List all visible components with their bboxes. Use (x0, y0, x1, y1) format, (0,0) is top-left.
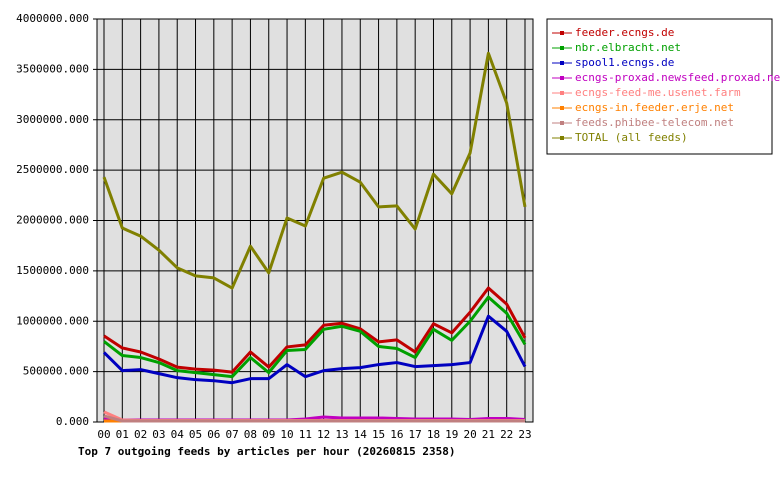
x-tick-label: 16 (390, 428, 403, 441)
x-tick-label: 07 (226, 428, 239, 441)
y-tick-label: 3500000.000 (16, 62, 89, 75)
legend-marker (560, 61, 564, 65)
legend-label: TOTAL (all feeds) (575, 131, 688, 144)
legend-label: nbr.elbracht.net (575, 41, 681, 54)
x-tick-label: 21 (482, 428, 495, 441)
legend-marker (560, 76, 564, 80)
x-tick-label: 18 (427, 428, 440, 441)
legend-marker (560, 46, 564, 50)
x-tick-label: 11 (299, 428, 312, 441)
x-tick-label: 02 (134, 428, 147, 441)
x-tick-label: 15 (372, 428, 385, 441)
legend-label: feeds.phibee-telecom.net (575, 116, 734, 129)
x-tick-label: 06 (207, 428, 220, 441)
series-line (102, 314, 527, 385)
legend-label: feeder.ecngs.de (575, 26, 674, 39)
y-tick-label: 1500000.000 (16, 264, 89, 277)
series-line (103, 295, 527, 379)
legend-marker (560, 91, 564, 95)
series-line (103, 414, 525, 423)
x-tick-label: 22 (500, 428, 513, 441)
y-tick-label: 2000000.000 (16, 214, 89, 227)
x-tick-label: 00 (97, 428, 110, 441)
y-tick-label: 3000000.000 (16, 113, 89, 126)
x-tick-label: 20 (463, 428, 476, 441)
x-tick-label: 14 (354, 428, 368, 441)
x-tick-label: 01 (116, 428, 129, 441)
x-tick-label: 03 (152, 428, 165, 441)
x-tick-label: 04 (171, 428, 185, 441)
legend-marker (560, 106, 564, 110)
y-tick-label: 500000.000 (23, 365, 89, 378)
x-tick-label: 09 (262, 428, 275, 441)
legend-marker (560, 121, 564, 125)
series-line (102, 51, 527, 290)
legend-box (546, 18, 773, 155)
y-tick-label: 4000000.000 (16, 12, 89, 25)
x-tick-label: 19 (445, 428, 458, 441)
legend-label: ecngs-feed-me.usenet.farm (575, 86, 741, 99)
legend-label: ecngs-in.feeder.erje.net (575, 101, 734, 114)
chart-title: Top 7 outgoing feeds by articles per hou… (78, 445, 456, 458)
legend-label: ecngs-proxad.newsfeed.proxad.net (575, 71, 780, 84)
x-tick-label: 08 (244, 428, 257, 441)
x-tick-label: 17 (409, 428, 422, 441)
x-tick-label: 13 (335, 428, 348, 441)
series-line (103, 286, 527, 374)
legend-marker (560, 31, 564, 35)
legend-label: spool1.ecngs.de (575, 56, 674, 69)
y-tick-label: 0.000 (56, 415, 89, 428)
x-tick-label: 10 (280, 428, 293, 441)
legend-marker (560, 136, 564, 140)
x-tick-label: 12 (317, 428, 330, 441)
y-tick-label: 1000000.000 (16, 314, 89, 327)
x-tick-label: 05 (189, 428, 202, 441)
x-tick-label: 23 (518, 428, 531, 441)
y-tick-label: 2500000.000 (16, 163, 89, 176)
